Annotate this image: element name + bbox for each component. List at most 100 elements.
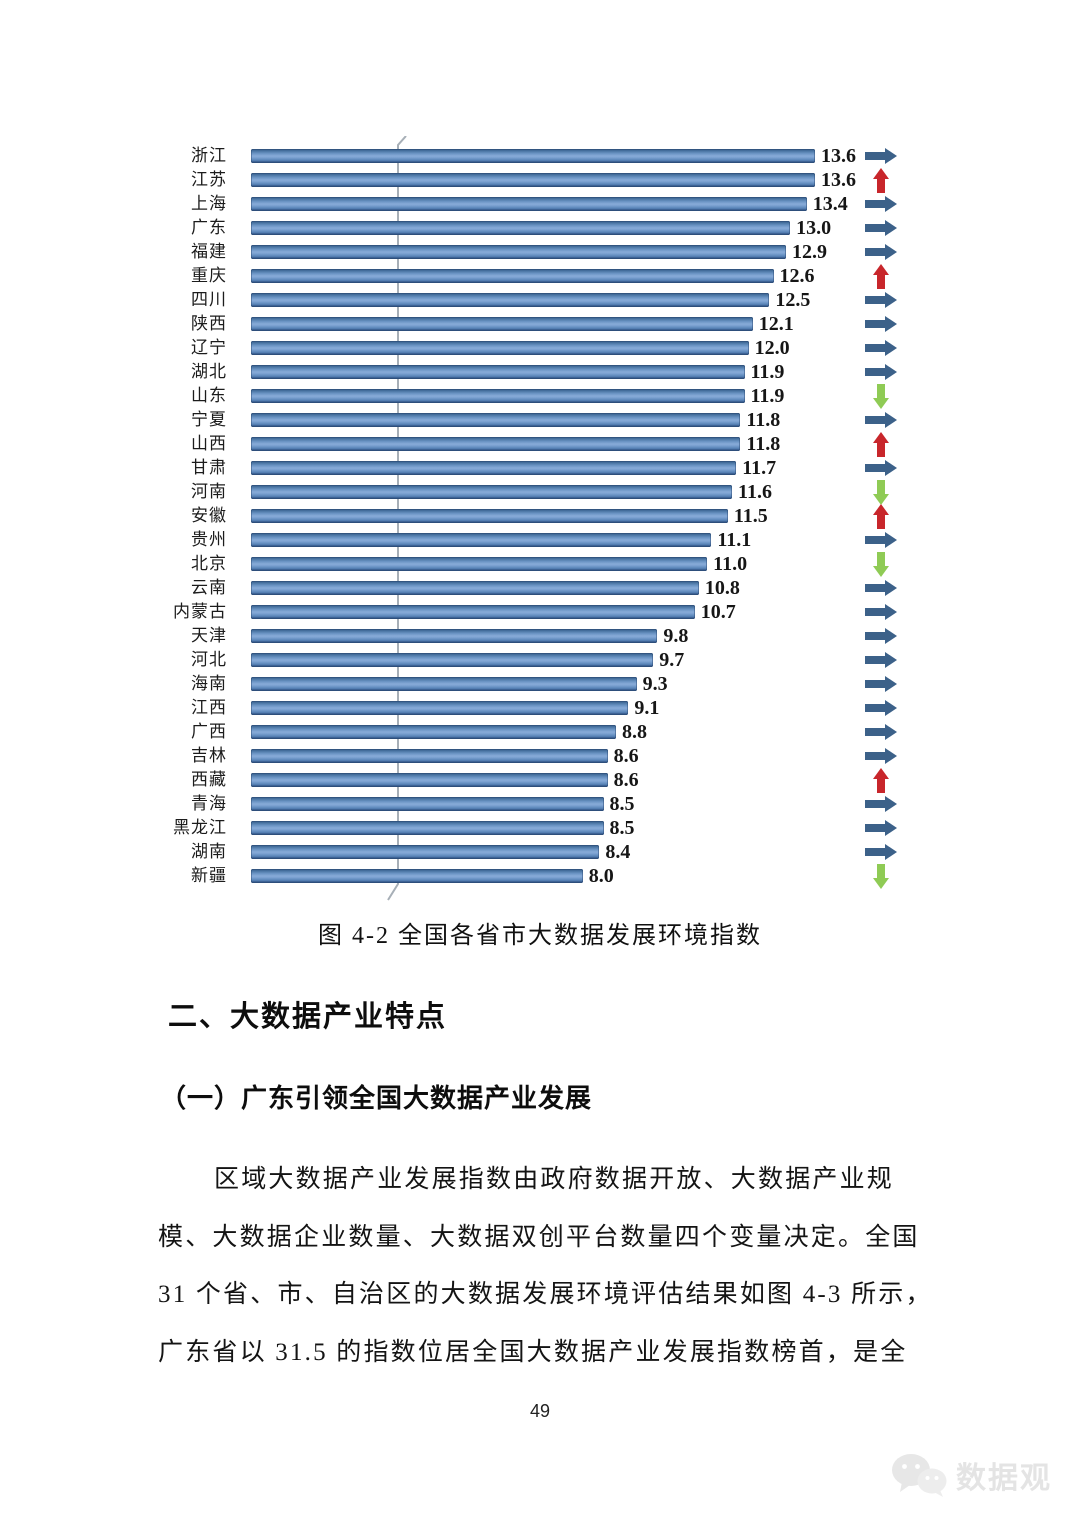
trend-right-icon <box>859 240 903 264</box>
category-label: 新疆 <box>191 866 227 885</box>
watermark-label: 数据观 <box>956 1462 1052 1495</box>
category-label: 云南 <box>191 578 227 597</box>
chart-row: 云南 10.8 <box>155 576 935 600</box>
bar-track: 9.3 <box>243 672 935 696</box>
value-label: 11.5 <box>733 505 768 527</box>
trend-down-icon <box>859 479 903 505</box>
bar-track: 11.5 <box>243 503 935 529</box>
bar <box>251 461 737 475</box>
category-label: 海南 <box>191 674 227 693</box>
bar-track: 11.9 <box>243 360 935 384</box>
bar <box>251 437 741 451</box>
value-label: 13.0 <box>796 217 832 239</box>
bar-track: 9.7 <box>243 648 935 672</box>
bar-track: 11.8 <box>243 408 935 432</box>
bar-track: 11.9 <box>243 383 935 409</box>
chart-row: 安徽 11.5 <box>155 503 935 529</box>
bar <box>251 773 608 787</box>
chart-row: 新疆 8.0 <box>155 863 935 889</box>
chart-row: 天津 9.8 <box>155 624 935 648</box>
chart-row: 吉林 8.6 <box>155 744 935 768</box>
category-label: 黑龙江 <box>173 818 227 837</box>
bar <box>251 869 583 883</box>
value-label: 13.6 <box>821 145 856 167</box>
chart-row: 湖北 11.9 <box>155 360 935 384</box>
chart-row: 重庆 12.6 <box>155 263 935 289</box>
trend-right-icon <box>859 456 903 480</box>
bar-track: 12.6 <box>243 263 935 289</box>
category-label: 四川 <box>191 290 227 309</box>
wechat-icon <box>892 1454 947 1497</box>
watermark: 数据观 <box>890 1452 1052 1498</box>
trend-right-icon <box>859 672 903 696</box>
category-label: 安徽 <box>191 506 227 525</box>
value-label: 12.1 <box>758 313 794 335</box>
chart-row: 西藏 8.6 <box>155 767 935 793</box>
chart-row: 陕西 12.1 <box>155 312 935 336</box>
value-label: 8.5 <box>609 793 635 815</box>
chart-rows: 浙江 13.6 江苏 13.6 上海 13.4 广东 13.0 福建 12.9 重庆 12.6 四川 12… <box>155 144 935 889</box>
chart-row: 辽宁 12.0 <box>155 336 935 360</box>
trend-right-icon <box>859 696 903 720</box>
value-label: 9.7 <box>659 649 685 671</box>
chart-row: 广西 8.8 <box>155 720 935 744</box>
category-label: 陕西 <box>191 314 227 333</box>
body-paragraph: 区域大数据产业发展指数由政府数据开放、大数据产业规 模、大数据企业数量、大数据双… <box>158 1160 930 1390</box>
bar <box>251 845 600 859</box>
chart-row: 四川 12.5 <box>155 288 935 312</box>
category-label: 吉林 <box>191 746 227 765</box>
category-label: 湖南 <box>191 842 227 861</box>
paragraph-line: 区域大数据产业发展指数由政府数据开放、大数据产业规 <box>214 1166 895 1193</box>
category-label: 广东 <box>191 218 227 237</box>
bar <box>251 749 608 763</box>
section-heading: 二、大数据产业特点 <box>168 1001 448 1033</box>
bar-track: 8.4 <box>243 840 935 864</box>
bar-track: 11.7 <box>243 456 935 480</box>
bar <box>251 149 815 163</box>
category-label: 浙江 <box>191 146 227 165</box>
bar <box>251 317 753 331</box>
bar <box>251 557 708 571</box>
value-label: 8.6 <box>613 769 639 791</box>
category-label: 天津 <box>191 626 227 645</box>
chart-row: 江西 9.1 <box>155 696 935 720</box>
trend-right-icon <box>859 648 903 672</box>
bar-track: 8.6 <box>243 744 935 768</box>
value-label: 8.0 <box>588 865 614 887</box>
category-label: 西藏 <box>191 770 227 789</box>
category-label: 上海 <box>191 194 227 213</box>
chart-row: 宁夏 11.8 <box>155 408 935 432</box>
trend-down-icon <box>859 863 903 889</box>
trend-up-icon <box>859 431 903 457</box>
value-label: 10.7 <box>700 601 736 623</box>
chart-row: 黑龙江 8.5 <box>155 816 935 840</box>
trend-right-icon <box>859 192 903 216</box>
paragraph-line: 模、大数据企业数量、大数据双创平台数量四个变量决定。全国 <box>158 1223 920 1251</box>
category-label: 江苏 <box>191 170 227 189</box>
bar-track: 12.9 <box>243 240 935 264</box>
value-label: 11.6 <box>738 481 772 503</box>
category-label: 山西 <box>191 434 227 453</box>
value-label: 13.6 <box>821 169 856 191</box>
bar-chart: 浙江 13.6 江苏 13.6 上海 13.4 广东 13.0 福建 12.9 重庆 12.6 四川 12… <box>155 136 935 901</box>
bar-track: 8.0 <box>243 863 935 889</box>
value-label: 11.9 <box>750 361 785 383</box>
bar-track: 13.6 <box>243 167 935 193</box>
bar <box>251 629 658 643</box>
trend-down-icon <box>859 383 903 409</box>
category-label: 宁夏 <box>191 410 227 429</box>
trend-down-icon <box>859 551 903 577</box>
trend-up-icon <box>859 503 903 529</box>
trend-right-icon <box>859 600 903 624</box>
bar-track: 10.7 <box>243 600 935 624</box>
bar-track: 11.8 <box>243 431 935 457</box>
category-label: 北京 <box>191 554 227 573</box>
bar <box>251 245 786 259</box>
trend-up-icon <box>859 263 903 289</box>
chart-row: 福建 12.9 <box>155 240 935 264</box>
value-label: 12.0 <box>754 337 790 359</box>
value-label: 12.6 <box>779 265 815 287</box>
chart-row: 浙江 13.6 <box>155 144 935 168</box>
trend-right-icon <box>859 216 903 240</box>
